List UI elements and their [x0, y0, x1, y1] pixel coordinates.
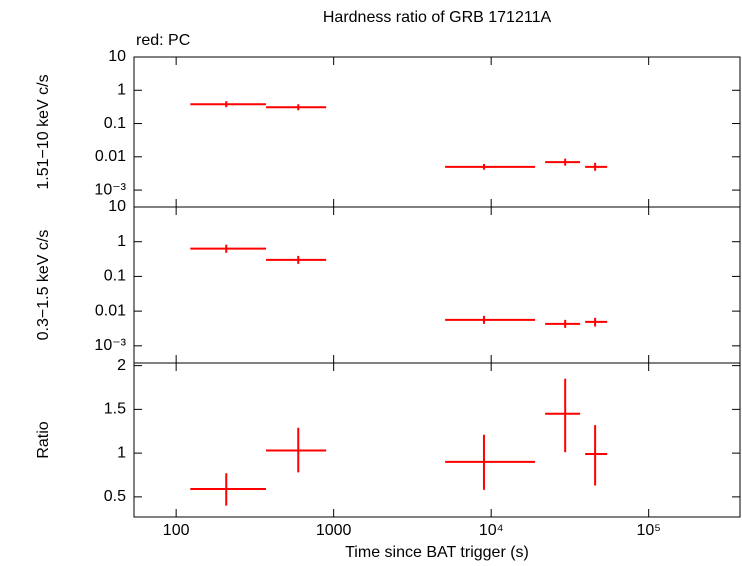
- y-tick-label: 0.1: [104, 268, 126, 285]
- y-tick-label: 0.01: [95, 302, 126, 319]
- y-tick-label: 1.5: [104, 401, 126, 418]
- x-tick-label: 1000: [316, 522, 352, 539]
- x-tick-label: 100: [163, 522, 190, 539]
- plot-frame: [133, 56, 741, 208]
- y-tick-label: 0.01: [95, 148, 126, 165]
- chart-title: Hardness ratio of GRB 171211A: [323, 9, 552, 26]
- annotation: red: PC: [136, 32, 190, 49]
- plot-frame: [133, 362, 741, 518]
- y-tick-label: 10: [108, 48, 126, 65]
- plot-frame: [133, 206, 741, 364]
- y-axis-label: Ratio: [35, 421, 52, 458]
- x-tick-label: 10⁵: [636, 522, 660, 539]
- y-axis-label: 0.3−1.5 keV c/s: [35, 230, 52, 341]
- y-tick-label: 1: [117, 444, 126, 461]
- y-tick-label: 0.5: [104, 488, 126, 505]
- y-tick-label: 10⁻³: [94, 337, 126, 354]
- y-tick-label: 0.1: [104, 115, 126, 132]
- y-tick-label: 1: [117, 81, 126, 98]
- y-tick-label: 10⁻³: [94, 181, 126, 198]
- x-axis-label: Time since BAT trigger (s): [345, 544, 529, 561]
- y-tick-label: 2: [117, 357, 126, 374]
- x-tick-label: 10⁴: [479, 522, 504, 539]
- y-tick-label: 1: [117, 233, 126, 250]
- y-axis-label: 1.51−10 keV c/s: [35, 74, 52, 189]
- y-tick-label: 10: [108, 198, 126, 215]
